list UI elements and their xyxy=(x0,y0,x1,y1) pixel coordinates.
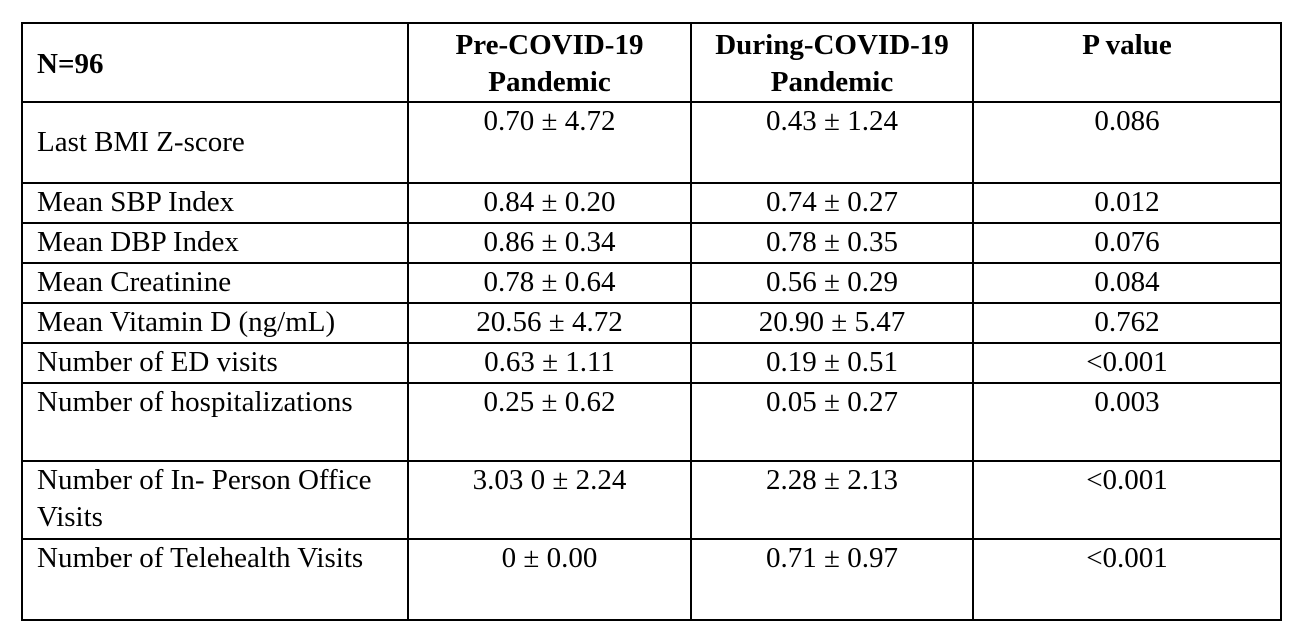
during-covid-value: 20.90 ± 5.47 xyxy=(690,302,974,344)
pre-covid-value: 0.84 ± 0.20 xyxy=(407,182,692,224)
p-value: 0.086 xyxy=(972,101,1282,184)
during-covid-value: 0.19 ± 0.51 xyxy=(690,342,974,384)
table-row: Mean SBP Index 0.84 ± 0.20 0.74 ± 0.27 0… xyxy=(21,182,1282,224)
table-row: Mean DBP Index 0.86 ± 0.34 0.78 ± 0.35 0… xyxy=(21,222,1282,264)
p-value: 0.076 xyxy=(972,222,1282,264)
table-row: Last BMI Z-score 0.70 ± 4.72 0.43 ± 1.24… xyxy=(21,101,1282,184)
pre-covid-value: 0.63 ± 1.11 xyxy=(407,342,692,384)
header-row: N=96 Pre-COVID-19 Pandemic During-COVID-… xyxy=(21,22,1282,103)
pre-covid-value: 0.25 ± 0.62 xyxy=(407,382,692,462)
pre-covid-value: 0.70 ± 4.72 xyxy=(407,101,692,184)
p-value: 0.012 xyxy=(972,182,1282,224)
row-label: Number of In- Person Office Visits xyxy=(21,460,409,540)
covid-comparison-table: N=96 Pre-COVID-19 Pandemic During-COVID-… xyxy=(21,22,1282,621)
p-value: 0.084 xyxy=(972,262,1282,304)
during-covid-value: 0.71 ± 0.97 xyxy=(690,538,974,621)
p-value: 0.762 xyxy=(972,302,1282,344)
table-row: Number of Telehealth Visits 0 ± 0.00 0.7… xyxy=(21,538,1282,621)
during-covid-value: 0.78 ± 0.35 xyxy=(690,222,974,264)
table-row: Number of hospitalizations 0.25 ± 0.62 0… xyxy=(21,382,1282,462)
pre-covid-value: 20.56 ± 4.72 xyxy=(407,302,692,344)
during-covid-value: 0.05 ± 0.27 xyxy=(690,382,974,462)
header-during-covid: During-COVID-19 Pandemic xyxy=(690,22,974,103)
row-label: Number of ED visits xyxy=(21,342,409,384)
pre-covid-value: 3.03 0 ± 2.24 xyxy=(407,460,692,540)
p-value: <0.001 xyxy=(972,460,1282,540)
during-covid-value: 0.56 ± 0.29 xyxy=(690,262,974,304)
during-covid-value: 0.43 ± 1.24 xyxy=(690,101,974,184)
during-covid-value: 2.28 ± 2.13 xyxy=(690,460,974,540)
header-pre-covid: Pre-COVID-19 Pandemic xyxy=(407,22,692,103)
p-value: <0.001 xyxy=(972,538,1282,621)
pre-covid-value: 0.78 ± 0.64 xyxy=(407,262,692,304)
p-value: <0.001 xyxy=(972,342,1282,384)
row-label: Last BMI Z-score xyxy=(21,101,409,184)
header-sample-size: N=96 xyxy=(21,22,409,103)
row-label: Mean Creatinine xyxy=(21,262,409,304)
row-label: Mean SBP Index xyxy=(21,182,409,224)
row-label: Number of hospitalizations xyxy=(21,382,409,462)
pre-covid-value: 0 ± 0.00 xyxy=(407,538,692,621)
header-p-value: P value xyxy=(972,22,1282,103)
table-row: Number of In- Person Office Visits 3.03 … xyxy=(21,460,1282,540)
table-container: N=96 Pre-COVID-19 Pandemic During-COVID-… xyxy=(21,22,1282,621)
table-row: Mean Creatinine 0.78 ± 0.64 0.56 ± 0.29 … xyxy=(21,262,1282,304)
pre-covid-value: 0.86 ± 0.34 xyxy=(407,222,692,264)
p-value: 0.003 xyxy=(972,382,1282,462)
during-covid-value: 0.74 ± 0.27 xyxy=(690,182,974,224)
row-label: Mean DBP Index xyxy=(21,222,409,264)
row-label: Mean Vitamin D (ng/mL) xyxy=(21,302,409,344)
table-row: Mean Vitamin D (ng/mL) 20.56 ± 4.72 20.9… xyxy=(21,302,1282,344)
row-label: Number of Telehealth Visits xyxy=(21,538,409,621)
table-row: Number of ED visits 0.63 ± 1.11 0.19 ± 0… xyxy=(21,342,1282,384)
